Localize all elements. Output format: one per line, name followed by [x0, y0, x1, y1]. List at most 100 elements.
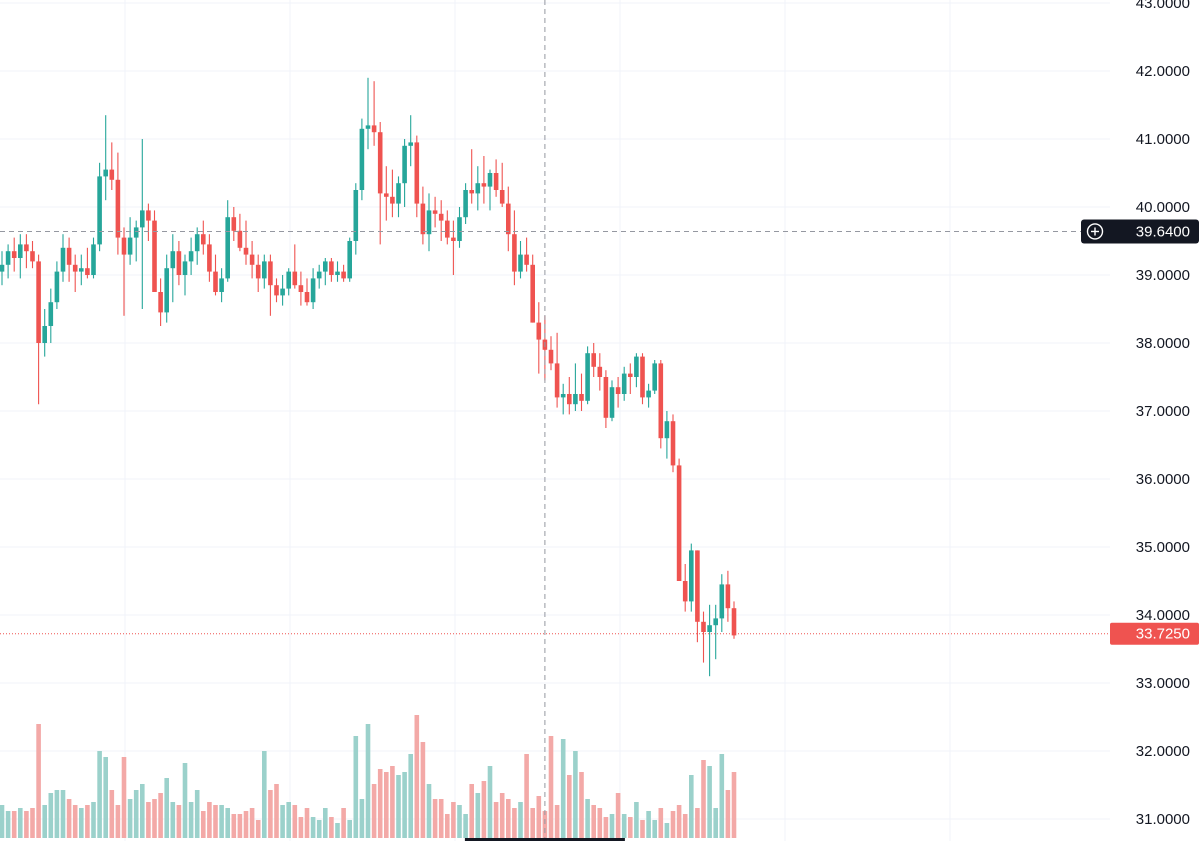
- plus-circle-icon[interactable]: [1086, 223, 1104, 240]
- candle: [329, 258, 334, 282]
- candle-body: [158, 292, 163, 313]
- candle: [371, 81, 377, 146]
- candle: [634, 353, 639, 388]
- candle-body: [390, 196, 395, 204]
- candle-body: [323, 261, 328, 272]
- volume-bar: [286, 802, 291, 838]
- candle-body: [713, 618, 718, 626]
- volume-bar: [72, 805, 78, 838]
- volume-bar: [390, 766, 395, 838]
- candle: [689, 543, 694, 612]
- volume-bar: [634, 802, 639, 838]
- candle: [255, 254, 261, 292]
- volume-bar: [255, 820, 261, 838]
- candle-body: [438, 213, 444, 221]
- candle-body: [475, 183, 481, 194]
- candle-body: [60, 247, 66, 272]
- candle-body: [640, 356, 645, 398]
- candle: [579, 373, 584, 411]
- volume-bar: [201, 811, 206, 838]
- candle: [304, 278, 310, 306]
- candle: [5, 244, 11, 279]
- candle: [280, 275, 285, 306]
- candle-body: [609, 387, 615, 418]
- volume-bar: [127, 799, 133, 838]
- candle: [298, 271, 304, 306]
- candle-body: [353, 190, 359, 241]
- candle: [408, 115, 413, 167]
- volume-bar: [682, 814, 688, 838]
- candle: [567, 377, 572, 415]
- candle: [396, 176, 401, 218]
- candle-body: [79, 268, 84, 272]
- candle: [36, 254, 41, 405]
- crosshair-price-badge[interactable]: 39.6400: [1081, 219, 1199, 244]
- volume-bar: [707, 766, 712, 838]
- y-tick-label: 42.0000: [1136, 63, 1190, 80]
- volume-bar: [371, 784, 377, 838]
- candle: [499, 162, 505, 207]
- candle-body: [585, 353, 590, 401]
- candle-body: [97, 176, 102, 245]
- candle-body: [54, 271, 60, 303]
- candle-body: [420, 203, 426, 235]
- volume-bar: [713, 808, 718, 838]
- candle-body: [646, 390, 651, 398]
- candle: [493, 159, 499, 197]
- candle-body: [286, 271, 291, 289]
- price-axis[interactable]: 43.0000 42.0000 41.0000 40.0000 39.0000 38.00…: [1081, 0, 1199, 828]
- candle-body: [384, 193, 389, 197]
- candle-body: [396, 183, 401, 204]
- candle: [682, 564, 688, 612]
- candle: [18, 234, 23, 279]
- candle-body: [121, 237, 127, 255]
- candle: [402, 139, 407, 207]
- candle: [365, 77, 371, 150]
- volume-bar: [176, 805, 182, 838]
- candle-body: [5, 251, 11, 265]
- candle-body: [725, 584, 731, 609]
- volume-bar: [579, 772, 584, 838]
- crosshair-time-marker: [464, 838, 625, 841]
- candle-body: [493, 173, 499, 190]
- candle-body: [225, 217, 230, 279]
- candle-body: [658, 363, 664, 439]
- candle-body: [335, 271, 340, 275]
- y-tick-label: 34.0000: [1136, 607, 1190, 624]
- volume-bar: [640, 820, 645, 838]
- y-tick-label: 43.0000: [1136, 0, 1190, 12]
- candle: [548, 336, 554, 371]
- y-tick-label: 35.0000: [1136, 539, 1190, 556]
- candle: [597, 353, 603, 391]
- candle-body: [133, 227, 139, 238]
- volume-bar: [475, 793, 481, 838]
- candle: [91, 237, 96, 279]
- volume-bar: [66, 799, 72, 838]
- candle: [213, 254, 218, 296]
- volume-bar: [365, 724, 371, 838]
- candle-body: [591, 353, 596, 367]
- volume-bar: [597, 808, 603, 838]
- candle-body: [164, 268, 169, 313]
- candle-body: [682, 581, 688, 602]
- volume-bar: [628, 817, 633, 838]
- candle-body: [445, 220, 450, 238]
- y-tick-label: 33.0000: [1136, 675, 1190, 692]
- candle: [323, 258, 328, 286]
- candle: [310, 268, 316, 309]
- candle: [30, 241, 35, 269]
- candle-body: [731, 608, 737, 636]
- candle-body: [329, 261, 334, 275]
- candle-body: [188, 251, 194, 262]
- volume-bar: [304, 808, 310, 838]
- candle-body: [11, 251, 17, 258]
- volume-bar: [463, 814, 468, 838]
- candle: [353, 183, 359, 255]
- candle: [384, 166, 389, 221]
- candle-body: [670, 421, 676, 466]
- candle-body: [85, 268, 90, 275]
- volume-bar: [5, 811, 11, 838]
- candle: [164, 254, 169, 323]
- candle-body: [402, 145, 407, 184]
